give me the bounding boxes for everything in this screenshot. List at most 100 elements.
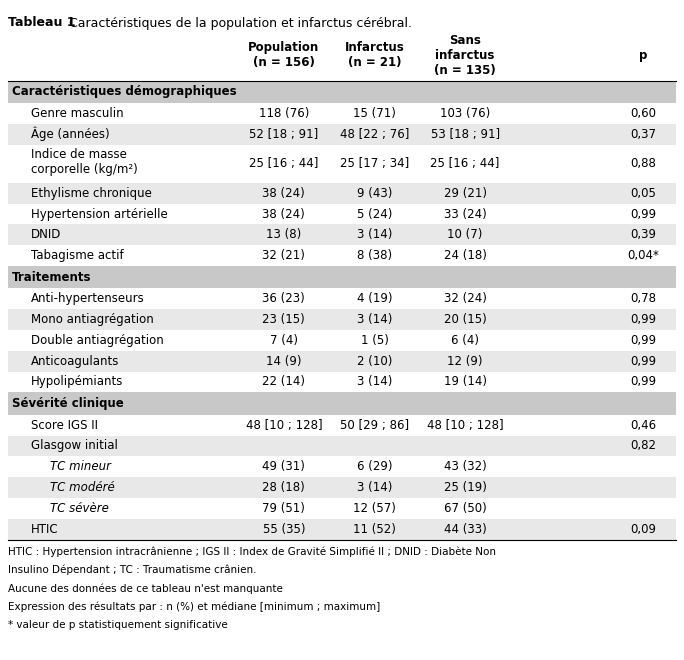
- Text: 48 [10 ; 128]: 48 [10 ; 128]: [246, 418, 322, 432]
- Text: 23 (15): 23 (15): [263, 313, 305, 326]
- Text: 28 (18): 28 (18): [263, 481, 305, 494]
- Text: Expression des résultats par : n (%) et médiane [minimum ; maximum]: Expression des résultats par : n (%) et …: [8, 601, 380, 612]
- Text: HTIC: HTIC: [31, 523, 58, 536]
- Text: 22 (14): 22 (14): [263, 376, 305, 389]
- Text: 14 (9): 14 (9): [266, 354, 302, 368]
- Text: Hypolipémiants: Hypolipémiants: [31, 376, 123, 389]
- Text: 0,78: 0,78: [630, 292, 656, 306]
- Text: Aucune des données de ce tableau n'est manquante: Aucune des données de ce tableau n'est m…: [8, 583, 283, 593]
- Text: 5 (24): 5 (24): [357, 207, 393, 220]
- Text: 0,99: 0,99: [630, 313, 656, 326]
- Text: 15 (71): 15 (71): [354, 107, 396, 120]
- Text: 3 (14): 3 (14): [357, 313, 393, 326]
- Text: 3 (14): 3 (14): [357, 481, 393, 494]
- Bar: [8, 477, 676, 498]
- Text: 0,04*: 0,04*: [627, 249, 659, 262]
- Text: 29 (21): 29 (21): [444, 187, 486, 200]
- Text: 33 (24): 33 (24): [444, 207, 486, 220]
- Bar: [8, 183, 676, 203]
- Text: DNID: DNID: [31, 228, 61, 242]
- Text: 38 (24): 38 (24): [263, 207, 305, 220]
- Text: 8 (38): 8 (38): [357, 249, 393, 262]
- Bar: [8, 436, 676, 456]
- Text: Score IGS II: Score IGS II: [31, 418, 98, 432]
- Text: 44 (33): 44 (33): [444, 523, 486, 536]
- Text: 0,99: 0,99: [630, 354, 656, 368]
- Text: 0,99: 0,99: [630, 207, 656, 220]
- Text: Double antiagrégation: Double antiagrégation: [31, 334, 163, 347]
- Text: 0,46: 0,46: [630, 418, 656, 432]
- Bar: [8, 350, 676, 372]
- Text: 32 (21): 32 (21): [263, 249, 305, 262]
- Bar: [8, 309, 676, 330]
- Text: 32 (24): 32 (24): [444, 292, 486, 306]
- Text: 25 [16 ; 44]: 25 [16 ; 44]: [430, 157, 500, 170]
- Text: 20 (15): 20 (15): [444, 313, 486, 326]
- Text: 13 (8): 13 (8): [266, 228, 302, 242]
- Text: 25 (19): 25 (19): [444, 481, 486, 494]
- Text: 55 (35): 55 (35): [263, 523, 305, 536]
- Text: 25 [17 ; 34]: 25 [17 ; 34]: [340, 157, 410, 170]
- Text: * valeur de p statistiquement significative: * valeur de p statistiquement significat…: [8, 620, 228, 630]
- Bar: [8, 224, 676, 245]
- Text: TC modéré: TC modéré: [50, 481, 115, 494]
- Text: 0,05: 0,05: [630, 187, 656, 200]
- Text: 36 (23): 36 (23): [263, 292, 305, 306]
- Text: 53 [18 ; 91]: 53 [18 ; 91]: [430, 127, 500, 141]
- Text: 48 [22 ; 76]: 48 [22 ; 76]: [340, 127, 410, 141]
- Text: 1 (5): 1 (5): [361, 334, 389, 347]
- Text: p: p: [639, 49, 647, 61]
- Text: 4 (19): 4 (19): [357, 292, 393, 306]
- Text: 48 [10 ; 128]: 48 [10 ; 128]: [427, 418, 503, 432]
- Text: 38 (24): 38 (24): [263, 187, 305, 200]
- Text: Anti-hypertenseurs: Anti-hypertenseurs: [31, 292, 144, 306]
- Text: 12 (57): 12 (57): [354, 502, 396, 515]
- Text: Tableau 1: Tableau 1: [8, 16, 76, 30]
- Text: 49 (31): 49 (31): [263, 460, 305, 473]
- Text: 0,88: 0,88: [630, 157, 656, 170]
- Text: Population
(n = 156): Population (n = 156): [248, 41, 319, 69]
- Text: 0,39: 0,39: [630, 228, 656, 242]
- Text: Sévérité clinique: Sévérité clinique: [12, 397, 123, 410]
- Text: 0,37: 0,37: [630, 127, 656, 141]
- Text: HTIC : Hypertension intracrânienne ; IGS II : Index de Gravité Simplifié II ; DN: HTIC : Hypertension intracrânienne ; IGS…: [8, 546, 496, 556]
- Text: 25 [16 ; 44]: 25 [16 ; 44]: [249, 157, 319, 170]
- Text: 6 (4): 6 (4): [451, 334, 479, 347]
- Text: Hypertension artérielle: Hypertension artérielle: [31, 207, 168, 220]
- Text: 79 (51): 79 (51): [263, 502, 305, 515]
- Text: 6 (29): 6 (29): [357, 460, 393, 473]
- Text: 103 (76): 103 (76): [440, 107, 490, 120]
- Text: 0,60: 0,60: [630, 107, 656, 120]
- Text: 0,99: 0,99: [630, 334, 656, 347]
- Text: 7 (4): 7 (4): [270, 334, 298, 347]
- Bar: [8, 519, 676, 539]
- Text: 9 (43): 9 (43): [357, 187, 393, 200]
- Bar: [8, 392, 676, 414]
- Text: 3 (14): 3 (14): [357, 376, 393, 389]
- Text: Âge (années): Âge (années): [31, 127, 109, 141]
- Text: 3 (14): 3 (14): [357, 228, 393, 242]
- Text: Caractéristiques démographiques: Caractéristiques démographiques: [12, 85, 236, 98]
- Text: 67 (50): 67 (50): [444, 502, 486, 515]
- Text: Genre masculin: Genre masculin: [31, 107, 123, 120]
- Text: TC mineur: TC mineur: [50, 460, 111, 473]
- Text: 0,09: 0,09: [630, 523, 656, 536]
- Bar: [8, 266, 676, 288]
- Text: 2 (10): 2 (10): [357, 354, 393, 368]
- Text: 50 [29 ; 86]: 50 [29 ; 86]: [340, 418, 410, 432]
- Text: 0,99: 0,99: [630, 376, 656, 389]
- Text: 43 (32): 43 (32): [444, 460, 486, 473]
- Text: Caractéristiques de la population et infarctus cérébral.: Caractéristiques de la population et inf…: [65, 16, 412, 30]
- Text: 12 (9): 12 (9): [447, 354, 483, 368]
- Text: 24 (18): 24 (18): [444, 249, 486, 262]
- Text: 11 (52): 11 (52): [354, 523, 396, 536]
- Bar: [8, 81, 676, 103]
- Bar: [8, 124, 676, 145]
- Text: Anticoagulants: Anticoagulants: [31, 354, 119, 368]
- Text: Tabagisme actif: Tabagisme actif: [31, 249, 123, 262]
- Text: Sans
infarctus
(n = 135): Sans infarctus (n = 135): [434, 34, 496, 77]
- Text: Ethylisme chronique: Ethylisme chronique: [31, 187, 152, 200]
- Text: 19 (14): 19 (14): [444, 376, 486, 389]
- Text: 10 (7): 10 (7): [447, 228, 483, 242]
- Text: Indice de masse
corporelle (kg/m²): Indice de masse corporelle (kg/m²): [31, 148, 137, 176]
